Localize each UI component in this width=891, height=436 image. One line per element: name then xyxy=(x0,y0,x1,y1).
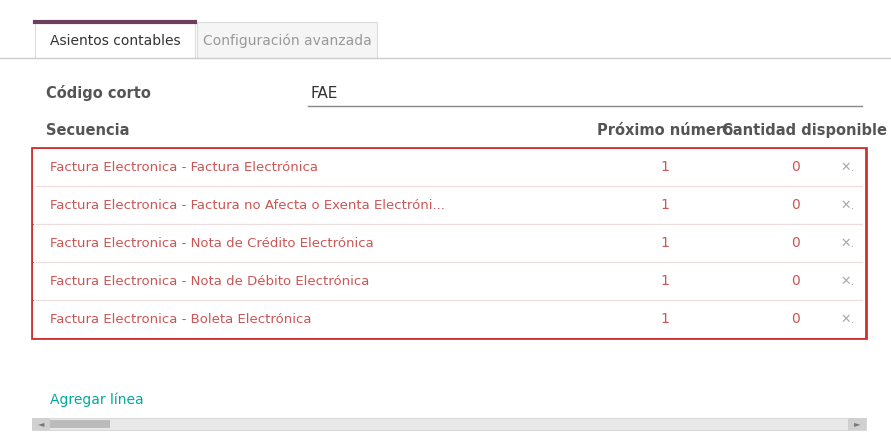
Text: Próximo número: Próximo número xyxy=(597,123,733,137)
Text: 1: 1 xyxy=(660,274,669,288)
Text: 1: 1 xyxy=(660,236,669,250)
Text: 0: 0 xyxy=(790,236,799,250)
Text: ◄: ◄ xyxy=(37,419,45,429)
Text: Código corto: Código corto xyxy=(46,85,151,101)
Text: Factura Electronica - Boleta Electrónica: Factura Electronica - Boleta Electrónica xyxy=(50,313,312,326)
Bar xyxy=(50,420,110,428)
Text: FAE: FAE xyxy=(310,85,338,101)
Bar xyxy=(33,187,865,224)
Bar xyxy=(197,22,377,58)
Text: ✕.: ✕. xyxy=(841,160,855,174)
Text: Cantidad disponible: Cantidad disponible xyxy=(723,123,887,137)
Bar xyxy=(35,22,195,58)
Bar xyxy=(32,148,866,338)
Text: ✕.: ✕. xyxy=(841,198,855,211)
Text: Secuencia: Secuencia xyxy=(46,123,129,137)
Text: 0: 0 xyxy=(790,198,799,212)
Text: ✕.: ✕. xyxy=(841,275,855,287)
Text: Configuración avanzada: Configuración avanzada xyxy=(202,34,372,48)
Text: 0: 0 xyxy=(790,274,799,288)
Text: 1: 1 xyxy=(660,198,669,212)
Text: Asientos contables: Asientos contables xyxy=(50,34,180,48)
Bar xyxy=(33,262,865,300)
Bar xyxy=(33,149,865,186)
Text: 1: 1 xyxy=(660,160,669,174)
Bar xyxy=(32,418,866,430)
Text: Agregar línea: Agregar línea xyxy=(50,393,143,407)
Text: 0: 0 xyxy=(790,160,799,174)
Text: ✕.: ✕. xyxy=(841,236,855,249)
Text: 1: 1 xyxy=(660,312,669,326)
Bar xyxy=(848,418,866,430)
Text: ►: ► xyxy=(854,419,860,429)
Text: Factura Electronica - Factura Electrónica: Factura Electronica - Factura Electrónic… xyxy=(50,160,318,174)
Bar xyxy=(33,300,865,338)
Text: ✕.: ✕. xyxy=(841,313,855,326)
Text: Factura Electronica - Nota de Crédito Electrónica: Factura Electronica - Nota de Crédito El… xyxy=(50,236,373,249)
Text: 0: 0 xyxy=(790,312,799,326)
Text: Factura Electronica - Factura no Afecta o Exenta Electróni...: Factura Electronica - Factura no Afecta … xyxy=(50,198,445,211)
Bar xyxy=(33,225,865,262)
Bar xyxy=(32,418,50,430)
Text: Factura Electronica - Nota de Débito Electrónica: Factura Electronica - Nota de Débito Ele… xyxy=(50,275,370,287)
